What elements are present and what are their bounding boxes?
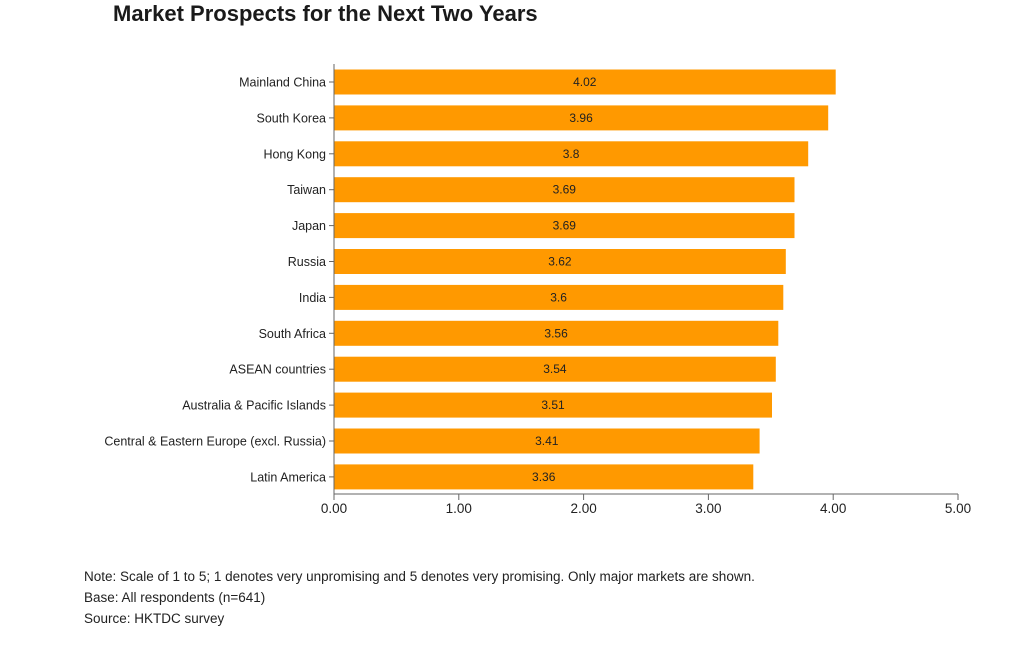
bar-chart: 4.02 Mainland China 3.96 South Korea 3.8 Hong… bbox=[104, 64, 971, 516]
bar bbox=[334, 320, 779, 346]
category-label: Central & Eastern Europe (excl. Russia) bbox=[104, 435, 326, 449]
bar-value-label: 3.56 bbox=[544, 326, 568, 340]
chart-title: Market Prospects for the Next Two Years bbox=[113, 1, 538, 26]
category-label: ASEAN countries bbox=[229, 363, 326, 377]
bar bbox=[334, 356, 776, 382]
bar bbox=[334, 141, 809, 167]
bar bbox=[334, 428, 760, 454]
bar-value-label: 3.8 bbox=[563, 147, 580, 161]
x-tick-label: 3.00 bbox=[695, 501, 721, 516]
source-text: Source: HKTDC survey bbox=[84, 611, 225, 626]
category-label: Mainland China bbox=[239, 76, 326, 90]
category-label: Russia bbox=[288, 255, 326, 269]
bar-value-label: 3.69 bbox=[553, 183, 577, 197]
bar bbox=[334, 284, 784, 310]
category-label: South Korea bbox=[257, 111, 327, 125]
bar-value-label: 3.96 bbox=[569, 111, 593, 125]
x-tick-label: 5.00 bbox=[945, 501, 971, 516]
bar bbox=[334, 392, 772, 418]
category-label: India bbox=[299, 291, 326, 305]
bar-value-label: 4.02 bbox=[573, 75, 597, 89]
bar-value-label: 3.6 bbox=[550, 290, 567, 304]
category-label: South Africa bbox=[259, 327, 326, 341]
bar-value-label: 3.54 bbox=[543, 362, 567, 376]
bar bbox=[334, 213, 795, 239]
bar bbox=[334, 177, 795, 203]
bar bbox=[334, 464, 754, 490]
bar bbox=[334, 105, 829, 131]
category-label: Japan bbox=[292, 219, 326, 233]
category-label: Latin America bbox=[250, 470, 326, 484]
note-text: Note: Scale of 1 to 5; 1 denotes very un… bbox=[84, 569, 755, 584]
x-tick-label: 4.00 bbox=[820, 501, 846, 516]
bar bbox=[334, 249, 786, 274]
bar-value-label: 3.51 bbox=[541, 398, 565, 412]
category-label: Australia & Pacific Islands bbox=[182, 399, 326, 413]
bar-value-label: 3.62 bbox=[548, 255, 572, 269]
bar-value-label: 3.69 bbox=[553, 219, 577, 233]
category-label: Hong Kong bbox=[263, 147, 326, 161]
chart-notes: Note: Scale of 1 to 5; 1 denotes very un… bbox=[84, 566, 755, 629]
x-tick-label: 1.00 bbox=[446, 501, 472, 516]
bar bbox=[334, 69, 836, 95]
x-tick-label: 2.00 bbox=[570, 501, 596, 516]
category-label: Taiwan bbox=[287, 183, 326, 197]
bar-value-label: 3.41 bbox=[535, 434, 559, 448]
x-tick-label: 0.00 bbox=[321, 501, 347, 516]
base-text: Base: All respondents (n=641) bbox=[84, 590, 266, 605]
bar-value-label: 3.36 bbox=[532, 470, 556, 484]
